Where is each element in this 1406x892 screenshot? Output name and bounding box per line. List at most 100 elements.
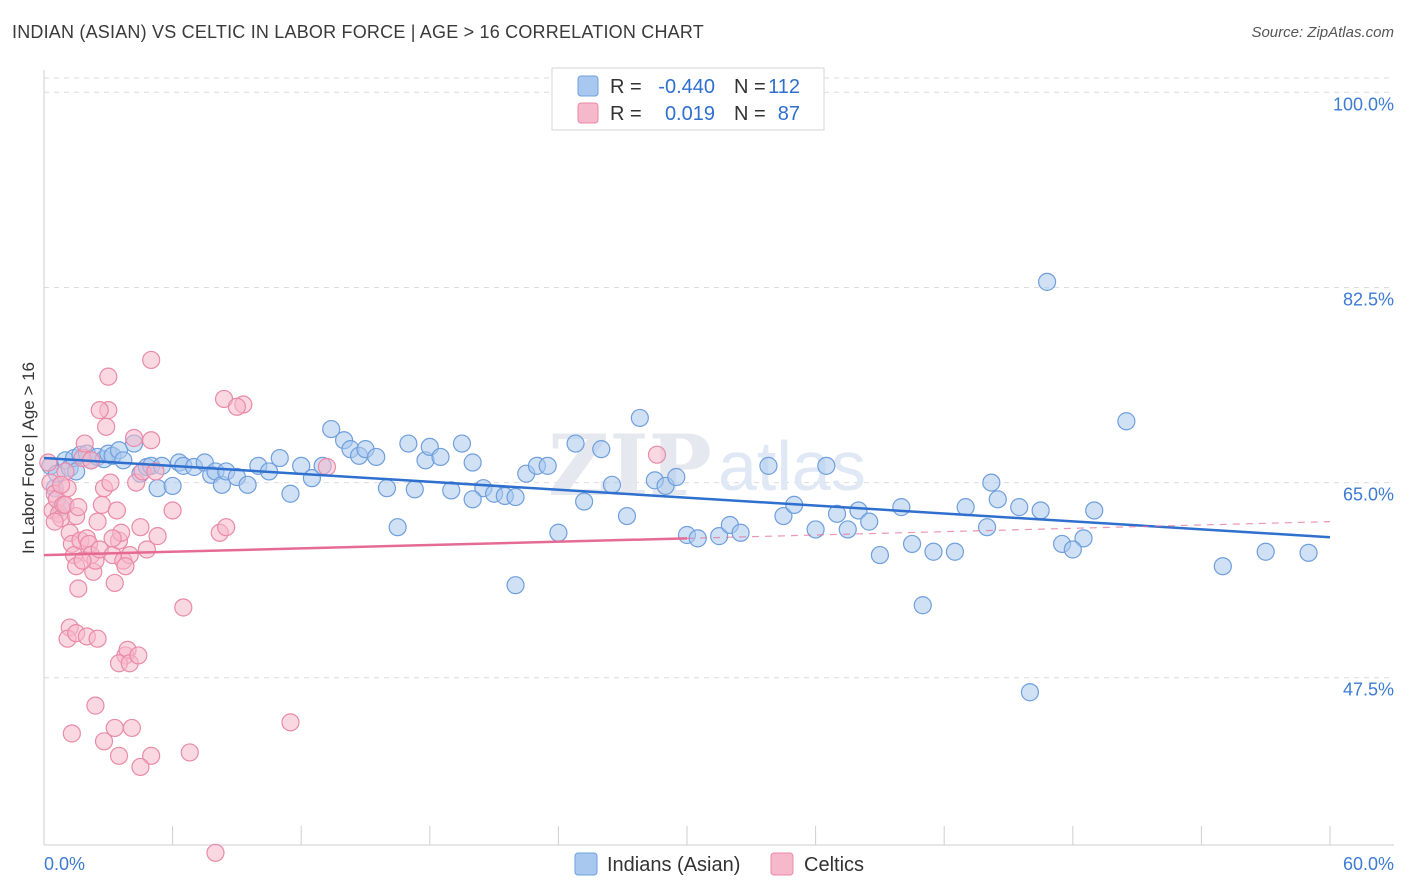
point-celtics (88, 512, 107, 531)
point-indians-asian (322, 419, 341, 439)
point-indians-asian (924, 542, 943, 561)
point-indians-asian (988, 490, 1007, 509)
trend-lines (43, 456, 1331, 557)
point-indians-asian (759, 456, 778, 475)
point-celtics (39, 453, 58, 472)
point-indians-asian (827, 504, 847, 523)
stats-r-label-1: R = (610, 76, 642, 98)
point-indians-asian (238, 475, 257, 494)
point-celtics (86, 696, 105, 715)
point-indians-asian (849, 501, 868, 520)
y-tick-label: 82.5% (1343, 289, 1394, 309)
point-celtics (148, 527, 167, 546)
stats-swatch-pink (577, 102, 599, 124)
point-indians-asian (630, 408, 649, 428)
point-indians-asian (860, 512, 879, 531)
point-indians-asian (538, 456, 557, 475)
legend-swatch-indians-asian (574, 852, 598, 876)
x-tick-label-max: 60.0% (1343, 854, 1394, 874)
point-celtics (97, 417, 116, 436)
point-celtics (62, 724, 81, 743)
stats-n-value-2: 87 (778, 103, 800, 125)
stats-r-value-2: 0.019 (665, 103, 715, 125)
y-tick-label: 47.5% (1343, 680, 1394, 700)
point-celtics (116, 557, 135, 576)
point-celtics (163, 501, 182, 520)
point-celtics (101, 473, 120, 492)
watermark-atlas: atlas (718, 427, 866, 505)
point-indians-asian (982, 473, 1001, 492)
point-celtics (124, 428, 144, 448)
point-celtics (129, 646, 148, 665)
source-credit: Source: ZipAtlas.com (1251, 24, 1394, 41)
point-indians-asian (431, 447, 450, 467)
point-celtics (131, 757, 150, 777)
point-indians-asian (463, 453, 482, 472)
point-celtics (105, 573, 124, 593)
point-indians-asian (506, 576, 525, 595)
trend-line-indians-asian (43, 456, 1331, 539)
point-celtics (45, 512, 64, 531)
point-celtics (75, 434, 94, 453)
point-indians-asian (1037, 272, 1057, 291)
point-indians-asian (281, 484, 300, 503)
point-celtics (281, 713, 300, 732)
point-celtics (69, 498, 88, 517)
legend-label-indians-asian: Indians (Asian) (607, 854, 740, 876)
point-celtics (99, 367, 118, 386)
point-celtics (227, 397, 246, 416)
point-indians-asian (1010, 498, 1029, 517)
point-celtics (109, 746, 129, 765)
point-celtics (174, 598, 193, 617)
point-indians-asian (945, 542, 965, 561)
point-indians-asian (270, 448, 289, 468)
stats-n-label-2: N = (734, 103, 766, 125)
point-indians-asian (817, 456, 836, 475)
point-celtics (107, 501, 126, 520)
point-indians-asian (892, 498, 911, 517)
point-celtics (52, 475, 71, 494)
x-tick-label-min: 0.0% (44, 854, 85, 874)
point-celtics (73, 551, 92, 570)
series-celtics-points (39, 350, 667, 862)
point-indians-asian (1031, 501, 1050, 520)
point-celtics (180, 743, 199, 762)
point-indians-asian (114, 451, 133, 470)
point-indians-asian (1117, 412, 1136, 431)
point-indians-asian (710, 527, 729, 546)
point-indians-asian (902, 534, 922, 554)
trend-line-celtics (43, 537, 688, 557)
stats-n-label-1: N = (734, 76, 766, 98)
point-celtics (317, 457, 337, 477)
point-indians-asian (463, 490, 482, 509)
legend-label-celtics: Celtics (804, 854, 864, 876)
trend-line-celtics-extension (686, 521, 1331, 539)
point-indians-asian (667, 467, 686, 487)
point-celtics (94, 732, 114, 751)
point-celtics (217, 518, 236, 537)
stats-swatch-blue (577, 75, 599, 97)
point-celtics (122, 718, 141, 738)
y-tick-label: 100.0% (1333, 94, 1394, 114)
point-indians-asian (806, 520, 825, 539)
watermark-zip: ZIP (548, 416, 712, 515)
point-celtics (131, 518, 150, 537)
point-celtics (142, 746, 161, 765)
bottom-legend: Indians (Asian) Celtics (574, 852, 864, 876)
stats-r-label-2: R = (610, 103, 642, 125)
point-celtics (103, 529, 122, 548)
y-axis-label: In Labor Force | Age > 16 (19, 362, 38, 554)
point-celtics (206, 843, 225, 862)
point-indians-asian (367, 447, 386, 467)
point-celtics (90, 401, 109, 420)
point-indians-asian (913, 596, 932, 615)
point-indians-asian (870, 545, 890, 565)
chart-title: INDIAN (ASIAN) VS CELTIC IN LABOR FORCE … (12, 22, 704, 42)
point-celtics (142, 350, 161, 370)
point-celtics (88, 629, 107, 648)
point-celtics (69, 579, 88, 598)
point-indians-asian (377, 479, 397, 498)
point-indians-asian (1085, 501, 1104, 520)
point-indians-asian (405, 480, 424, 499)
y-tick-labels: 47.5% 65.0% 82.5% 100.0% (1333, 94, 1394, 699)
